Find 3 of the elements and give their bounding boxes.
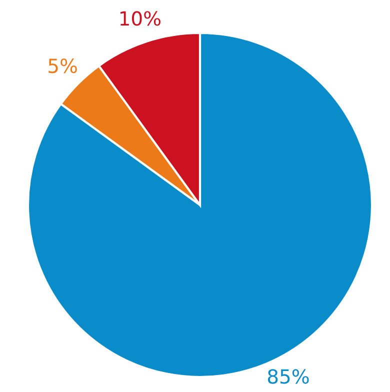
data-label: 85% <box>268 369 309 384</box>
data-label: 5% <box>48 58 77 74</box>
data-label: 10% <box>120 11 160 26</box>
